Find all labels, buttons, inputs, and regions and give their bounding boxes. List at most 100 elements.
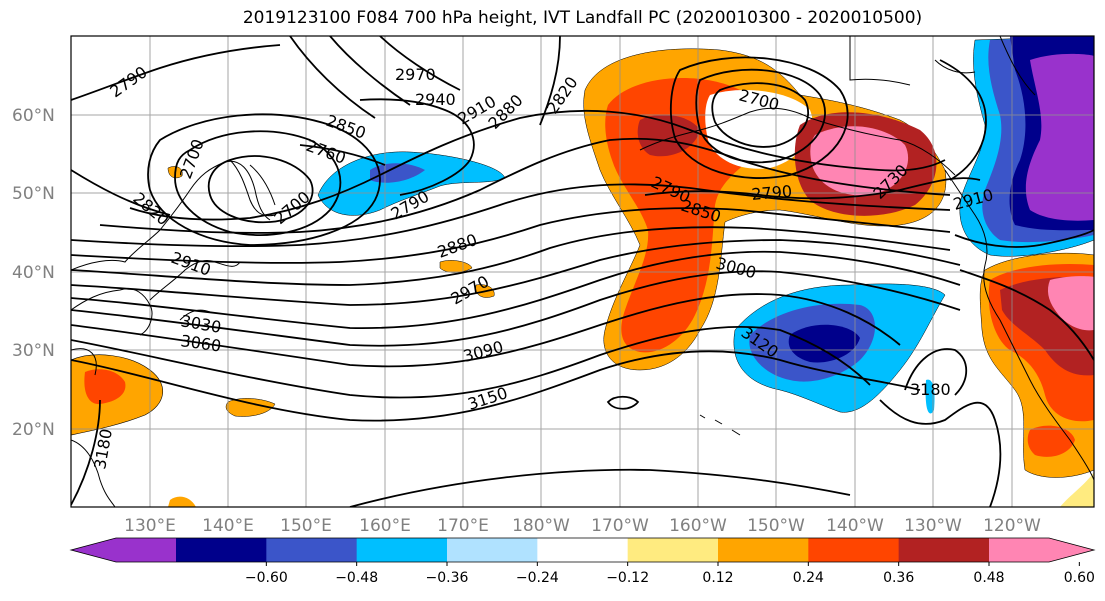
lon-label-140w: 140°W — [826, 516, 884, 536]
contour-3180-west — [71, 399, 101, 506]
colorbar-segment — [718, 538, 809, 562]
contour-2700-west — [207, 155, 314, 224]
colorbar-tick-label: −0.60 — [245, 570, 288, 586]
contour-ne-3 — [959, 269, 1094, 361]
contour-2880 — [99, 137, 951, 234]
contour-3090 — [71, 293, 901, 368]
contour-label: 3180 — [910, 380, 951, 399]
colorbar-tick-label: −0.12 — [606, 570, 649, 586]
colorbar-outline — [69, 537, 1096, 563]
colorbar-tick-label: −0.48 — [335, 570, 378, 586]
contour-label: 2940 — [415, 90, 456, 109]
coast-bc — [944, 169, 1094, 481]
contour-2910-north — [289, 36, 376, 119]
contour-3030 — [71, 250, 961, 330]
shade-se-pink — [1047, 276, 1094, 331]
colorbar-segment — [447, 538, 538, 562]
contour-2760-west — [147, 113, 381, 246]
map-frame — [70, 35, 1095, 508]
coastlines — [71, 36, 1094, 507]
colorbar-segments — [69, 537, 1096, 563]
colorbar-tick-label: 0.60 — [1064, 570, 1095, 586]
contour-3060 — [71, 270, 961, 347]
shade-blue-west — [317, 151, 506, 216]
lon-label-170e: 170°E — [437, 516, 489, 536]
colorbar: −0.60 −0.48 −0.36 −0.24 −0.12 0.12 0.24 0.36 0.4… — [69, 537, 1096, 586]
lat-label-60: 60°N — [12, 106, 55, 126]
contour-label: 2970 — [395, 65, 436, 84]
contour-3120 — [71, 325, 871, 399]
colorbar-segment — [537, 538, 629, 562]
colorbar-segment — [266, 538, 358, 562]
lon-label-130w: 130°W — [904, 516, 962, 536]
colorbar-segment — [176, 538, 267, 562]
colorbar-segment — [808, 538, 900, 562]
colorbar-tick-label: 0.24 — [793, 570, 824, 586]
shade-pink-gulf — [810, 126, 909, 196]
height-contours — [71, 36, 1094, 507]
contour-2970-north — [379, 36, 461, 91]
contour-2970 — [71, 226, 951, 286]
lat-label-40: 40°N — [12, 263, 55, 283]
colorbar-tick-label: 0.36 — [883, 570, 914, 586]
contour-2730-east — [695, 68, 826, 164]
contour-cell-small — [606, 395, 640, 410]
colorbar-segment — [898, 538, 990, 562]
map-title: 2019123100 F084 700 hPa height, IVT Land… — [242, 8, 923, 28]
lon-label-150w: 150°W — [747, 516, 805, 536]
colorbar-ticks: −0.60 −0.48 −0.36 −0.24 −0.12 0.12 0.24 0.36 0.4… — [245, 562, 1095, 586]
contour-3000 — [71, 239, 961, 306]
latitude-labels: 60°N 50°N 40°N 30°N 20°N — [12, 106, 55, 440]
contour-south-loop — [349, 468, 851, 507]
contour-2910 — [71, 183, 951, 248]
contour-2700-east — [711, 82, 810, 148]
lat-label-30: 30°N — [12, 341, 55, 361]
colorbar-tick-label: 0.12 — [702, 570, 733, 586]
shade-small-orange-1 — [225, 398, 276, 417]
colorbar-segment — [627, 538, 719, 562]
contour-2760 — [299, 144, 386, 166]
colorbar-tick-label: −0.24 — [516, 570, 559, 586]
shade-darkred-plume — [637, 114, 700, 157]
lon-label-120w: 120°W — [983, 516, 1041, 536]
colorbar-segment — [356, 538, 448, 562]
contour-ne-2 — [954, 229, 1094, 248]
contour-3180-east — [904, 348, 968, 396]
colorbar-tick-label: −0.36 — [426, 570, 469, 586]
colorbar-segment — [71, 538, 176, 562]
coast-asia — [71, 160, 271, 507]
lat-label-50: 50°N — [12, 184, 55, 204]
coast-canada-north — [934, 36, 1036, 96]
lon-label-160w: 160°W — [669, 516, 727, 536]
shade-se-red-low — [1027, 425, 1075, 457]
contour-2940-north — [329, 36, 411, 106]
colorbar-segment — [989, 538, 1094, 562]
contour-2820 — [71, 36, 561, 216]
contour-2730-west — [174, 130, 342, 236]
lon-label-150e: 150°E — [280, 516, 332, 536]
lon-label-180w: 180°W — [512, 516, 570, 536]
lon-label-130e: 130°E — [124, 516, 176, 536]
shade-small-orange-5 — [168, 496, 196, 507]
shade-sw-red — [84, 369, 126, 405]
lat-label-20: 20°N — [12, 420, 55, 440]
lon-label-140e: 140°E — [202, 516, 254, 536]
contour-3150 — [71, 350, 921, 422]
contour-2940 — [71, 207, 951, 264]
contour-label: 2790 — [751, 182, 793, 204]
colorbar-tick-label: 0.48 — [973, 570, 1004, 586]
coast-alaska — [639, 36, 956, 176]
shade-blue-small — [925, 379, 935, 414]
shade-ne-purple — [1025, 53, 1094, 221]
shade-small-orange-2 — [439, 260, 473, 273]
shade-blue-pool-core — [788, 324, 860, 363]
coast-hawaii — [699, 414, 741, 436]
shade-blue-west-inner — [370, 163, 425, 183]
longitude-labels: 130°E 140°E 150°E 160°E 170°E 180°W 170°… — [124, 516, 1041, 536]
contour-ne-1 — [939, 59, 987, 181]
shade-se-yellow-edge — [1060, 472, 1094, 507]
contour-2760-east — [670, 56, 849, 179]
lon-label-170w: 170°W — [591, 516, 649, 536]
contour-east-trough — [879, 399, 1002, 507]
